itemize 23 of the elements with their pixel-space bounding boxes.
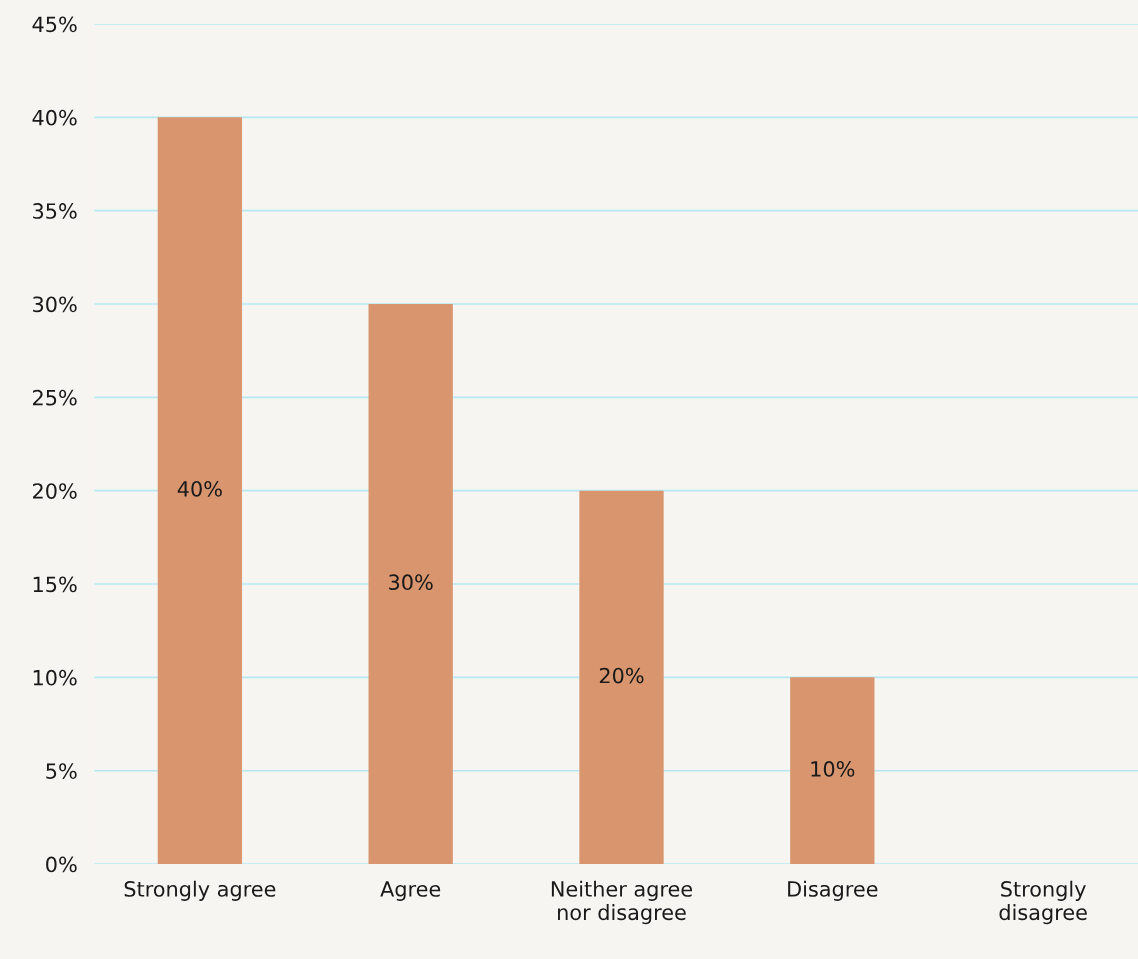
y-tick-label: 40% — [32, 109, 77, 126]
x-tick-label: Strongly agree — [124, 880, 276, 901]
bar — [157, 117, 243, 865]
y-tick-label: 0% — [46, 856, 77, 873]
bar — [368, 304, 453, 865]
y-tick-label: 5% — [46, 763, 77, 779]
y-tick-label: 15% — [33, 576, 77, 593]
bar — [790, 677, 875, 865]
data-label: 40% — [177, 480, 222, 497]
data-label: 20% — [599, 667, 644, 684]
x-tick-label: Disagree — [788, 880, 878, 901]
y-tick-label: 25% — [33, 389, 77, 406]
data-label: 30% — [389, 574, 433, 591]
y-tick-label: 20% — [33, 483, 77, 499]
x-tick-label: Neither agree nor disagree — [551, 880, 693, 925]
y-tick-label: 10% — [33, 669, 77, 686]
y-tick-label: 35% — [33, 203, 77, 219]
data-label: 10% — [811, 761, 855, 777]
x-tick-label: Strongly disagree — [999, 880, 1087, 925]
bar — [579, 490, 664, 865]
y-tick-label: 30% — [33, 296, 77, 313]
y-tick-label: 45% — [32, 16, 77, 33]
x-tick-label: Agree — [380, 881, 441, 901]
